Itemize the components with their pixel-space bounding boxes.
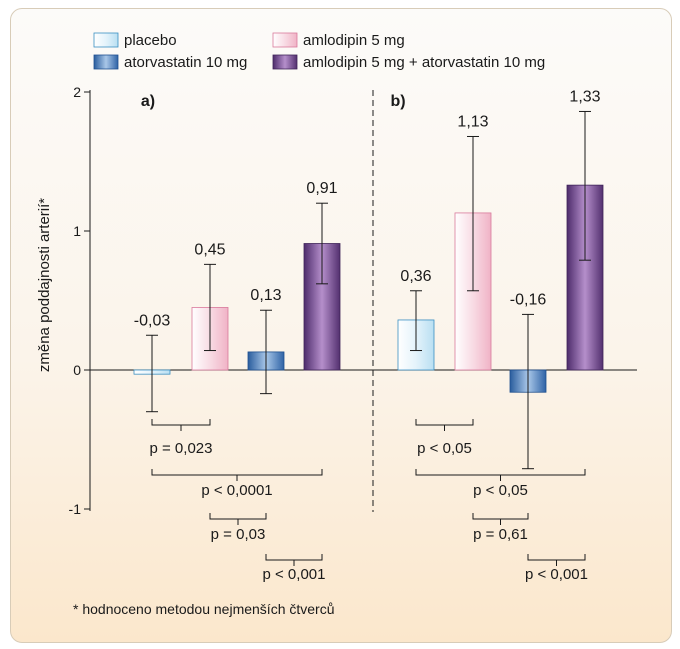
y-tick-label: 1 [73,223,81,239]
legend-label: atorvastatin 10 mg [124,54,247,71]
comparison-bracket [265,554,323,566]
data-label: 0,13 [250,287,281,304]
legend-label: placebo [124,32,177,49]
comparison-bracket [151,469,323,481]
data-label: 1,13 [457,113,488,130]
y-axis-label: změna poddajnosti arterií* [36,198,53,372]
legend-swatch [93,32,119,48]
data-label: 1,33 [569,88,600,105]
p-value-label: p < 0,001 [525,566,588,583]
y-tick-label: 0 [73,362,81,378]
y-tick-label: 2 [73,84,81,100]
p-value-label: p = 0,03 [211,526,266,543]
data-label: 0,45 [194,241,225,258]
p-value-label: p < 0,05 [417,440,472,457]
comparison-bracket [209,513,267,525]
p-value-label: p = 0,023 [150,440,213,457]
data-label: 0,91 [306,180,337,197]
footnote: * hodnoceno metodou nejmenších čtverců [73,601,335,617]
legend-label: amlodipin 5 mg + atorvastatin 10 mg [303,54,545,71]
data-label: -0,16 [510,291,547,308]
comparison-bracket [415,469,586,481]
comparison-bracket [527,554,586,566]
chart-panel [10,8,672,643]
p-value-label: p < 0,05 [473,482,528,499]
y-tick-label: -1 [69,501,82,517]
panel-label: a) [141,93,155,110]
legend-swatch [272,32,298,48]
data-label: -0,03 [134,312,171,329]
comparison-bracket [472,513,529,525]
comparison-bracket [151,419,211,431]
legend-swatch [272,54,298,70]
data-label: 0,36 [400,268,431,285]
legend-label: amlodipin 5 mg [303,32,405,49]
panel-label: b) [390,93,405,110]
p-value-label: p < 0,001 [263,566,326,583]
p-value-label: p < 0,0001 [201,482,272,499]
legend-swatch [93,54,119,70]
p-value-label: p = 0,61 [473,526,528,543]
comparison-bracket [415,419,474,431]
